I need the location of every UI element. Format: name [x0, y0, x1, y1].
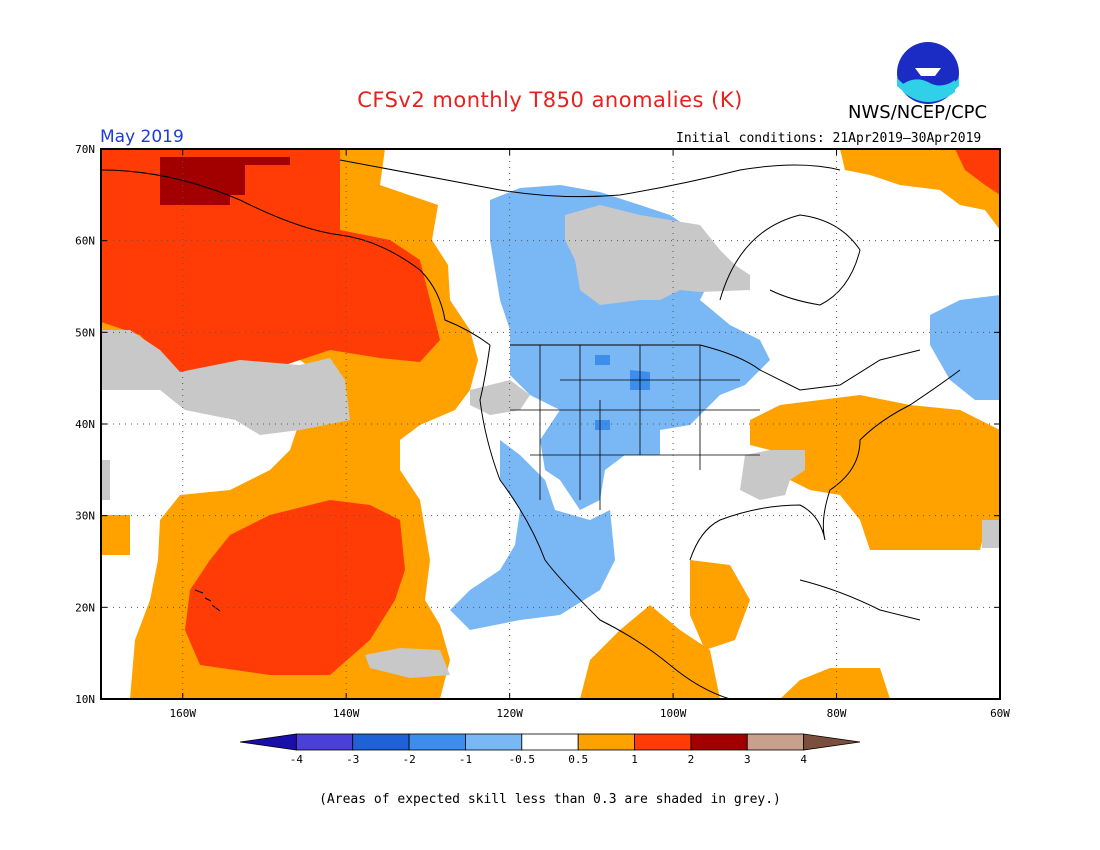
low-skill-canada [565, 205, 750, 305]
colorbar-segment [634, 733, 692, 751]
colorbar-segment [408, 733, 466, 751]
lon-tick-label: 140W [333, 707, 360, 720]
colorbar-segment [803, 733, 861, 751]
colorbar-label: 3 [744, 753, 751, 766]
arctic-coast [339, 159, 841, 198]
colorbar-label: 0.5 [568, 753, 588, 766]
colorbar-label: 2 [688, 753, 695, 766]
colorbar: -4 -3 -2 -1 -0.5 0.5 1 2 3 4 [239, 733, 861, 766]
warm-anomaly-caribbean [780, 668, 890, 699]
low-skill-great-basin [470, 380, 530, 415]
moderate-cool-anomaly-dakota [595, 355, 610, 365]
cool-anomaly-southwest [450, 440, 615, 630]
lon-tick-label: 120W [496, 707, 523, 720]
strong-warm-anomaly-subtropical-pacific [185, 500, 405, 675]
west-coast [479, 344, 731, 699]
colorbar-segment [746, 733, 805, 751]
strong-warm-anomaly-greenland [955, 149, 1000, 195]
colorbar-label: -1 [459, 753, 472, 766]
colorbar-label: -2 [402, 753, 415, 766]
colorbar-label: -4 [290, 753, 304, 766]
hawaii [194, 589, 221, 612]
moderate-cool-anomaly-colorado [595, 420, 610, 430]
hudson-bay [719, 214, 861, 306]
low-skill-pacific-north [101, 330, 350, 435]
lat-tick-label: 20N [75, 601, 95, 614]
cuba [799, 579, 921, 621]
initial-conditions: Initial conditions: 21Apr2019–30Apr2019 [676, 131, 982, 146]
forecast-period: May 2019 [100, 127, 184, 147]
state-borders [510, 345, 760, 510]
low-skill-west-edge [101, 460, 110, 500]
low-skill-southeast [740, 450, 805, 500]
warm-anomaly-gulf [690, 560, 750, 650]
colorbar-segment [352, 733, 410, 751]
axis-ticks: 70N 60N 50N 40N 30N 20N 10N 160W 140W 120W 100W 80W… [75, 143, 1010, 720]
lat-tick-label: 10N [75, 693, 95, 706]
canada-border [510, 344, 921, 391]
low-skill-atlantic [982, 520, 1000, 548]
colorbar-segment [577, 733, 635, 751]
colorbar-segment [521, 733, 579, 751]
alaska-coast [101, 169, 491, 346]
warm-anomaly-east-us [750, 395, 1000, 550]
colorbar-label: -3 [346, 753, 359, 766]
lat-tick-label: 70N [75, 143, 95, 156]
lon-tick-label: 160W [169, 707, 196, 720]
colorbar-segment [239, 733, 297, 751]
colorbar-label: 1 [631, 753, 638, 766]
colorbar-segment [465, 733, 523, 751]
skill-caption: (Areas of expected skill less than 0.3 a… [319, 792, 781, 807]
warm-anomaly-southwest [101, 515, 130, 555]
anomaly-fields [101, 149, 1000, 699]
lon-tick-label: 60W [990, 707, 1010, 720]
strong-warm-anomaly-alaska [101, 149, 440, 380]
cool-anomaly-newfoundland [930, 295, 1000, 400]
lat-tick-label: 40N [75, 418, 95, 431]
colorbar-segment [690, 733, 748, 751]
organization-label: NWS/NCEP/CPC [848, 102, 988, 123]
warm-anomaly-north-atlantic [840, 149, 1000, 230]
lat-tick-label: 60N [75, 235, 95, 248]
very-strong-warm-anomaly [160, 157, 290, 205]
lon-tick-label: 100W [660, 707, 687, 720]
lat-tick-label: 30N [75, 510, 95, 523]
colorbar-label: -0.5 [509, 753, 536, 766]
coastlines [101, 159, 961, 699]
lat-tick-label: 50N [75, 326, 95, 339]
colorbar-segment [295, 733, 354, 751]
lon-tick-label: 80W [827, 707, 847, 720]
noaa-logo-icon [897, 42, 959, 104]
low-skill-tropical-pacific [365, 648, 450, 678]
colorbar-label: 4 [800, 753, 807, 766]
warm-anomaly-central-america [580, 605, 720, 699]
map-title: CFSv2 monthly T850 anomalies (K) [357, 88, 743, 112]
gulf-coast [689, 369, 961, 561]
